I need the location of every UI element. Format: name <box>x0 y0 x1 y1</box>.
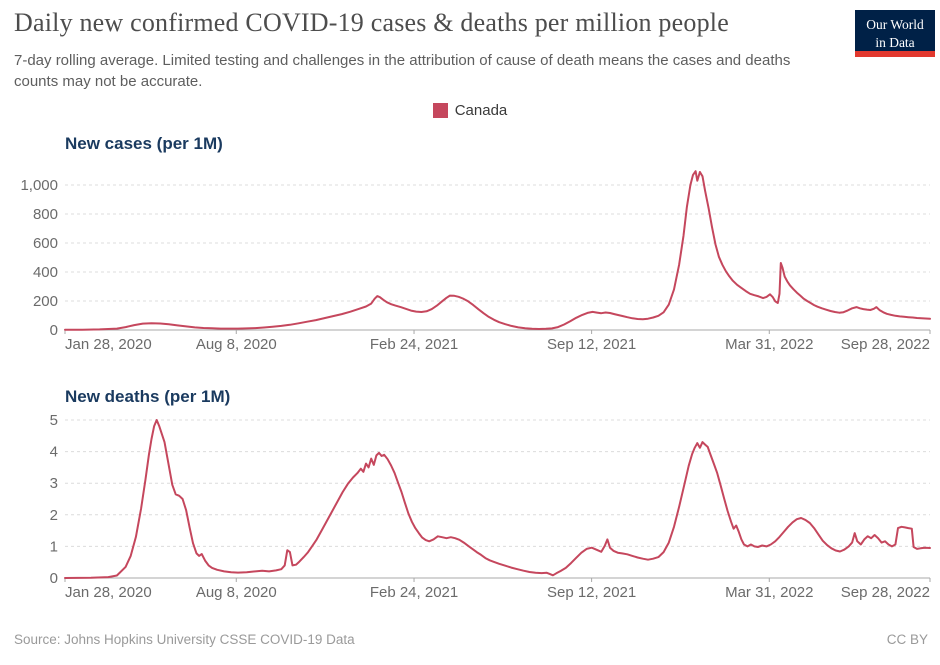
y-tick-label: 1,000 <box>20 177 58 194</box>
x-tick-label: Jan 28, 2020 <box>65 584 152 601</box>
license-link[interactable]: CC BY <box>886 632 928 647</box>
x-tick-label: Feb 24, 2021 <box>370 584 458 601</box>
source-note: Source: Johns Hopkins University CSSE CO… <box>14 632 355 647</box>
legend: Canada <box>0 102 940 119</box>
x-tick-label: Sep 28, 2022 <box>841 584 930 601</box>
y-tick-label: 2 <box>50 507 58 524</box>
y-tick-label: 1 <box>50 538 58 555</box>
x-tick-label: Mar 31, 2022 <box>725 584 813 601</box>
y-tick-label: 400 <box>33 264 58 281</box>
owid-logo-line2: in Data <box>875 34 915 50</box>
y-tick-label: 5 <box>50 412 58 429</box>
legend-canada-label[interactable]: Canada <box>454 102 508 119</box>
x-tick-label: Sep 28, 2022 <box>841 336 930 353</box>
y-tick-label: 3 <box>50 475 58 492</box>
deaths-chart-block: New deaths (per 1M) 0 1 2 3 4 5 Jan 28, 2020 Au… <box>0 387 940 617</box>
legend-canada-swatch[interactable] <box>432 103 448 118</box>
x-tick-label: Sep 12, 2021 <box>547 584 636 601</box>
footer: Source: Johns Hopkins University CSSE CO… <box>14 632 928 647</box>
cases-chart[interactable]: 0 200 400 600 800 1,000 Jan 28, 2020 Aug 8, 202… <box>0 155 940 365</box>
x-tick-label: Feb 24, 2021 <box>370 336 458 353</box>
page-title: Daily new confirmed COVID-19 cases & dea… <box>14 8 729 37</box>
y-tick-label: 600 <box>33 235 58 252</box>
x-tick-label: Aug 8, 2020 <box>196 336 277 353</box>
canada-line <box>64 170 931 331</box>
owid-logo-line1: Our World <box>866 17 924 32</box>
x-tick-label: Jan 28, 2020 <box>65 336 152 353</box>
x-tick-label: Aug 8, 2020 <box>196 584 277 601</box>
page-subtitle: 7-day rolling average. Limited testing a… <box>14 52 791 90</box>
cases-chart-block: New cases (per 1M) 0 200 400 600 800 1,000 Jan… <box>0 134 940 366</box>
x-tick-label: Mar 31, 2022 <box>725 336 813 353</box>
y-tick-label: 800 <box>33 206 58 223</box>
y-tick-label: 4 <box>50 444 58 461</box>
owid-logo-red-strip <box>855 51 935 57</box>
deaths-chart-title: New deaths (per 1M) <box>65 387 231 406</box>
cases-chart-title: New cases (per 1M) <box>65 134 223 153</box>
x-tick-label: Sep 12, 2021 <box>547 336 636 353</box>
y-tick-label: 200 <box>33 293 58 310</box>
y-tick-label: 0 <box>50 570 58 587</box>
canada-line <box>64 419 931 579</box>
owid-logo[interactable]: Our World in Data <box>855 10 935 57</box>
deaths-chart[interactable]: 0 1 2 3 4 5 Jan 28, 2020 Aug 8, 2020 Feb 24, 202… <box>0 410 940 615</box>
y-tick-label: 0 <box>50 322 58 339</box>
